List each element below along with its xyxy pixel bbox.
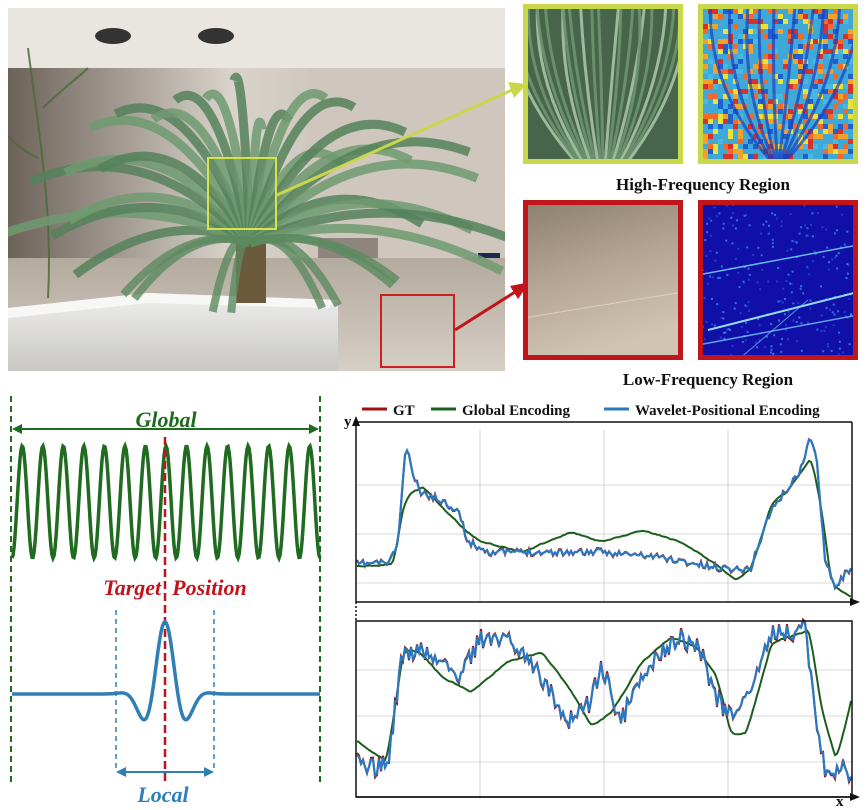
bottom-wavelet-curve [356, 619, 852, 783]
target-position-label: Target Position [103, 575, 246, 600]
low-freq-zoom-rgb [523, 200, 683, 360]
high-freq-zoom-rgb [523, 4, 683, 164]
legend-global-encoding: Global Encoding [462, 403, 570, 419]
local-wavelet [12, 619, 320, 722]
low-frequency-label: Low-Frequency Region [622, 370, 794, 389]
global-label: Global [135, 407, 197, 432]
legend: GT Global Encoding Wavelet-Positional En… [362, 403, 820, 419]
high-freq-error-map [698, 4, 858, 164]
top-global-curve [356, 459, 852, 598]
encoding-diagram: Global Target Position Local [10, 396, 322, 807]
low-frequency-marker [380, 294, 455, 368]
high-frequency-label: High-Frequency Region [616, 175, 790, 194]
top-plot [352, 416, 860, 606]
bottom-global-curve [356, 629, 852, 762]
x-axis-label: x [836, 794, 844, 810]
legend-gt: GT [393, 403, 415, 419]
top-wavelet-curve [356, 438, 852, 591]
low-freq-error-map [698, 200, 858, 360]
bottom-plot [355, 617, 860, 801]
main-photo [8, 8, 505, 371]
local-label: Local [136, 782, 189, 807]
high-frequency-marker [207, 157, 277, 230]
legend-wavelet-encoding: Wavelet-Positional Encoding [635, 403, 820, 419]
y-axis-label: y [344, 414, 352, 430]
signal-comparison-plots: GT Global Encoding Wavelet-Positional En… [344, 403, 860, 810]
global-sinusoid [10, 441, 322, 563]
